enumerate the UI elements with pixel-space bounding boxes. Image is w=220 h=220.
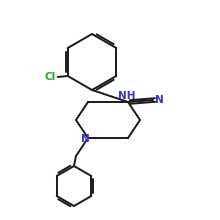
- Text: NH: NH: [118, 91, 136, 101]
- Text: N: N: [81, 134, 89, 144]
- Text: Cl: Cl: [44, 72, 56, 82]
- Text: N: N: [155, 95, 164, 105]
